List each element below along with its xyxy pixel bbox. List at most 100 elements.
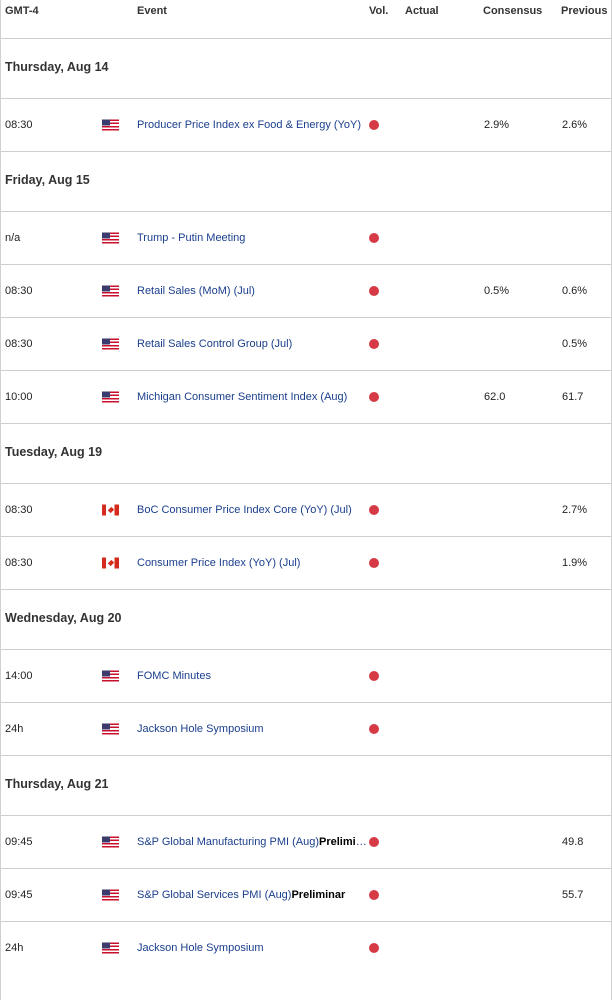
volatility-dot-icon xyxy=(369,339,379,349)
us-flag-icon xyxy=(102,119,119,131)
volatility-dot-icon xyxy=(369,120,379,130)
event-row[interactable]: 08:30 Producer Price Index ex Food & Ener… xyxy=(1,99,611,152)
event-link[interactable]: S&P Global Services PMI (Aug)Preliminar xyxy=(137,889,369,901)
previous-value: 55.7 xyxy=(562,889,584,901)
event-name: Jackson Hole Symposium xyxy=(137,723,264,735)
consensus-value: 62.0 xyxy=(484,391,506,403)
volatility-dot-icon xyxy=(369,558,379,568)
event-row[interactable]: 08:30 Retail Sales (MoM) (Jul) 0.5% 0.6% xyxy=(1,265,611,318)
day-label: Friday, Aug 15 xyxy=(5,173,90,187)
event-name: Retail Sales (MoM) (Jul) xyxy=(137,285,255,297)
consensus-value: 0.5% xyxy=(484,285,510,297)
event-row[interactable]: 08:30 BoC Consumer Price Index Core (YoY)… xyxy=(1,484,611,537)
actual-header: Actual xyxy=(405,5,439,17)
volatility-dot-icon xyxy=(369,943,379,953)
volatility-dot-icon xyxy=(369,233,379,243)
event-time: n/a xyxy=(5,232,21,244)
volatility-dot-icon xyxy=(369,286,379,296)
event-time: 09:45 xyxy=(5,889,33,901)
event-time: 08:30 xyxy=(5,557,33,569)
day-header: Tuesday, Aug 19 xyxy=(1,424,611,484)
event-time: 08:30 xyxy=(5,504,33,516)
volatility-dot-icon xyxy=(369,837,379,847)
us-flag-icon xyxy=(102,391,119,403)
event-name: Consumer Price Index (YoY) (Jul) xyxy=(137,557,301,569)
consensus-value: 2.9% xyxy=(484,119,510,131)
us-flag-icon xyxy=(102,338,119,350)
event-link[interactable]: Michigan Consumer Sentiment Index (Aug) xyxy=(137,391,369,403)
event-link[interactable]: Jackson Hole Symposium xyxy=(137,942,369,954)
event-link[interactable]: Consumer Price Index (YoY) (Jul) xyxy=(137,557,369,569)
event-name: Trump - Putin Meeting xyxy=(137,232,246,244)
event-time: 08:30 xyxy=(5,285,33,297)
volatility-dot-icon xyxy=(369,505,379,515)
calendar-body: Thursday, Aug 14 08:30 Producer Price Inde… xyxy=(1,39,611,974)
event-row[interactable]: n/a Trump - Putin Meeting xyxy=(1,212,611,265)
event-row[interactable]: 08:30 Retail Sales Control Group (Jul) 0.5… xyxy=(1,318,611,371)
ca-flag-icon xyxy=(102,504,119,516)
event-link[interactable]: Jackson Hole Symposium xyxy=(137,723,369,735)
day-label: Tuesday, Aug 19 xyxy=(5,445,103,459)
event-link[interactable]: FOMC Minutes xyxy=(137,670,369,682)
event-row[interactable]: 10:00 Michigan Consumer Sentiment Index (… xyxy=(1,371,611,424)
event-link[interactable]: Retail Sales Control Group (Jul) xyxy=(137,338,369,350)
volatility-dot-icon xyxy=(369,724,379,734)
event-link[interactable]: Producer Price Index ex Food & Energy (Y… xyxy=(137,119,369,131)
event-time: 24h xyxy=(5,723,24,735)
event-qualifier: Preliminar xyxy=(319,836,369,848)
consensus-header: Consensus xyxy=(483,5,543,17)
day-header: Thursday, Aug 14 xyxy=(1,39,611,99)
event-link[interactable]: Retail Sales (MoM) (Jul) xyxy=(137,285,369,297)
day-header: Friday, Aug 15 xyxy=(1,152,611,212)
event-name: FOMC Minutes xyxy=(137,670,211,682)
ca-flag-icon xyxy=(102,557,119,569)
previous-value: 2.6% xyxy=(562,119,588,131)
event-row[interactable]: 09:45 S&P Global Manufacturing PMI (Aug)P… xyxy=(1,816,611,869)
us-flag-icon xyxy=(102,836,119,848)
event-name: Retail Sales Control Group (Jul) xyxy=(137,338,293,350)
event-name: Producer Price Index ex Food & Energy (Y… xyxy=(137,119,361,131)
us-flag-icon xyxy=(102,670,119,682)
event-row[interactable]: 24h Jackson Hole Symposium xyxy=(1,703,611,756)
us-flag-icon xyxy=(102,889,119,901)
event-link[interactable]: Trump - Putin Meeting xyxy=(137,232,369,244)
event-time: 08:30 xyxy=(5,338,33,350)
event-name: S&P Global Manufacturing PMI (Aug) xyxy=(137,836,319,848)
event-row[interactable]: 09:45 S&P Global Services PMI (Aug)Prelim… xyxy=(1,869,611,922)
event-time: 09:45 xyxy=(5,836,33,848)
volatility-header: Vol. xyxy=(369,5,389,17)
us-flag-icon xyxy=(102,723,119,735)
event-time: 08:30 xyxy=(5,119,33,131)
event-row[interactable]: 14:00 FOMC Minutes xyxy=(1,650,611,703)
event-link[interactable]: BoC Consumer Price Index Core (YoY) (Jul… xyxy=(137,504,369,516)
previous-value: 1.9% xyxy=(562,557,588,569)
previous-value: 2.7% xyxy=(562,504,588,516)
previous-value: 0.6% xyxy=(562,285,588,297)
us-flag-icon xyxy=(102,232,119,244)
previous-header: Previous xyxy=(561,5,608,17)
day-label: Wednesday, Aug 20 xyxy=(5,611,122,625)
previous-value: 49.8 xyxy=(562,836,584,848)
us-flag-icon xyxy=(102,285,119,297)
event-row[interactable]: 08:30 Consumer Price Index (YoY) (Jul) 1.9… xyxy=(1,537,611,590)
event-qualifier: Preliminar xyxy=(291,889,346,901)
volatility-dot-icon xyxy=(369,392,379,402)
event-row[interactable]: 24h Jackson Hole Symposium xyxy=(1,922,611,974)
event-name: BoC Consumer Price Index Core (YoY) (Jul… xyxy=(137,504,352,516)
day-header: Thursday, Aug 21 xyxy=(1,756,611,816)
event-link[interactable]: S&P Global Manufacturing PMI (Aug)Prelim… xyxy=(137,836,369,848)
timezone-header[interactable]: GMT-4 xyxy=(5,5,39,17)
event-name: S&P Global Services PMI (Aug) xyxy=(137,889,292,901)
day-label: Thursday, Aug 14 xyxy=(5,60,109,74)
event-time: 14:00 xyxy=(5,670,33,682)
event-time: 24h xyxy=(5,942,24,954)
table-header: GMT-4 Event Vol. Actual Consensus Previo… xyxy=(1,0,611,39)
us-flag-icon xyxy=(102,942,119,954)
day-header: Wednesday, Aug 20 xyxy=(1,590,611,650)
event-name: Jackson Hole Symposium xyxy=(137,942,264,954)
previous-value: 61.7 xyxy=(562,391,584,403)
volatility-dot-icon xyxy=(369,890,379,900)
event-time: 10:00 xyxy=(5,391,33,403)
event-name: Michigan Consumer Sentiment Index (Aug) xyxy=(137,391,348,403)
